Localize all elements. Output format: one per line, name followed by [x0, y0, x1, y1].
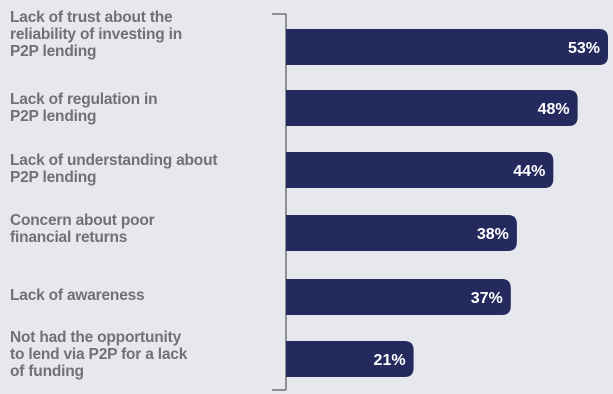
category-label: Lack of understanding about P2P lending	[10, 152, 265, 186]
category-label-line: Lack of trust about the	[10, 9, 173, 26]
bar-value-label: 53%	[568, 40, 600, 57]
category-label-line: Not had the opportunity	[10, 329, 182, 346]
category-label: Lack of regulation in P2P lending	[10, 91, 265, 125]
category-label-line: financial returns	[10, 229, 128, 246]
bar	[286, 29, 608, 65]
bars-group: 53% 48% 44% 38% 37% 21%	[286, 29, 608, 377]
category-label-line: reliability of investing in	[10, 26, 183, 43]
category-label: Lack of trust about the reliability of in…	[10, 9, 265, 60]
category-label-line: Lack of awareness	[10, 287, 145, 304]
bar	[286, 341, 414, 377]
category-label-line: P2P lending	[10, 108, 97, 125]
bar-value-label: 48%	[538, 101, 570, 118]
category-label: Lack of awareness	[10, 287, 265, 304]
category-label-line: P2P lending	[10, 43, 97, 60]
category-label-line: Lack of regulation in	[10, 91, 158, 108]
bar-value-label: 44%	[513, 163, 545, 180]
category-label-line: P2P lending	[10, 169, 97, 186]
bar	[286, 152, 554, 188]
bar-value-label: 21%	[374, 352, 406, 369]
category-label-line: to lend via P2P for a lack	[10, 346, 188, 363]
category-label-line: Lack of understanding about	[10, 152, 218, 169]
category-label: Not had the opportunity to lend via P2P f…	[10, 329, 265, 380]
bar	[286, 90, 578, 126]
bar	[286, 279, 511, 315]
category-label-line: Concern about poor	[10, 212, 155, 229]
bar-value-label: 37%	[471, 290, 503, 307]
category-label-line: of funding	[10, 363, 84, 380]
category-label: Concern about poor financial returns	[10, 212, 265, 246]
bar	[286, 215, 517, 251]
bar-value-label: 38%	[477, 226, 509, 243]
